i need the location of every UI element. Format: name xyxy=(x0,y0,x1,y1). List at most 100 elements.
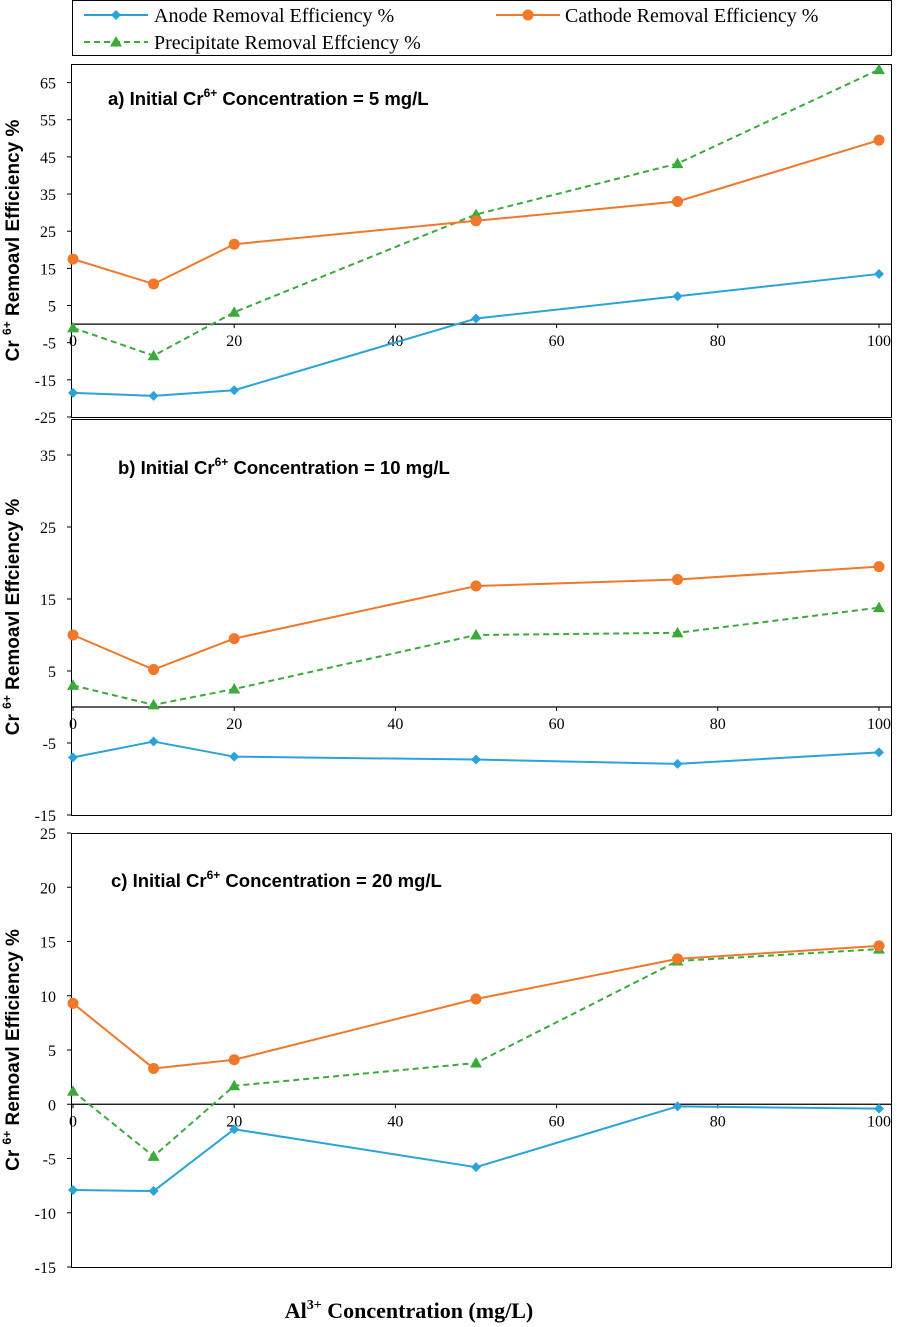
legend-entry-cathode: Cathode Removal Efficiency % xyxy=(496,5,818,27)
panel-frame xyxy=(71,419,892,816)
data-point-cathode xyxy=(67,997,79,1009)
x-axis-title-text: Al3+ Concentration (mg/L) xyxy=(285,1298,533,1323)
data-point-cathode xyxy=(470,215,482,227)
series-anode xyxy=(68,268,884,401)
legend-label-cathode: Cathode Removal Efficiency % xyxy=(565,5,818,27)
data-point-anode xyxy=(874,1103,884,1114)
x-tick-label: 20 xyxy=(226,1113,242,1130)
series-anode xyxy=(68,736,884,769)
legend: Anode Removal Efficiency % Cathode Remova… xyxy=(72,0,892,56)
data-point-cathode xyxy=(148,664,160,676)
y-tick-label: 45 xyxy=(40,150,56,167)
y-tick-label: 25 xyxy=(40,520,56,537)
y-tick-label: 5 xyxy=(48,1043,56,1060)
data-point-cathode xyxy=(873,134,885,146)
y-tick-label: -5 xyxy=(43,336,56,353)
series-line-anode xyxy=(72,272,880,397)
panel-title: c) Initial Cr6+ Concentration = 20 mg/L xyxy=(111,868,442,891)
series-precip xyxy=(67,943,885,1161)
legend-marker-precip xyxy=(110,36,122,47)
legend-marker-anode xyxy=(111,10,121,20)
x-tick-label: 80 xyxy=(710,333,726,350)
data-point-precip xyxy=(67,321,79,333)
data-point-cathode xyxy=(672,953,683,965)
data-point-cathode xyxy=(67,253,79,265)
x-tick-label: 60 xyxy=(549,716,565,733)
series-line-precip xyxy=(72,948,880,1158)
data-point-anode xyxy=(471,1162,481,1173)
y-tick-label: 15 xyxy=(40,592,56,609)
x-tick-label: 0 xyxy=(69,333,77,350)
data-point-anode xyxy=(229,751,240,762)
data-point-anode xyxy=(229,1124,240,1135)
data-point-cathode xyxy=(672,574,683,586)
data-point-cathode xyxy=(672,195,683,207)
panel-frame xyxy=(71,833,892,1268)
series-cathode xyxy=(67,134,885,290)
legend-label-anode: Anode Removal Efficiency % xyxy=(154,5,394,27)
data-point-anode xyxy=(148,1186,159,1197)
y-tick-label: 35 xyxy=(40,448,56,465)
panel-2: -15 -5 5 15 25 35 0 20 40 60 80 100 b) Initial Cr6+ … xyxy=(35,419,892,825)
x-tick-label: 40 xyxy=(387,716,403,733)
y-tick-label: -15 xyxy=(35,373,56,390)
data-point-precip xyxy=(67,679,79,690)
y-tick-label: 35 xyxy=(40,187,56,204)
y-tick-label: 25 xyxy=(40,826,56,843)
data-point-precip xyxy=(228,1079,241,1091)
series-cathode xyxy=(67,561,885,676)
data-point-precip xyxy=(228,306,241,317)
data-point-cathode xyxy=(228,633,240,645)
data-point-precip xyxy=(147,698,160,710)
data-point-cathode xyxy=(148,278,160,290)
y-axis-label-1: Cr 6+ Remoavl Efficiency % xyxy=(0,120,24,362)
series-line-cathode xyxy=(72,944,880,1070)
series-line-precip xyxy=(72,68,880,357)
x-tick-label: 60 xyxy=(549,333,565,350)
legend-entry-precip: Precipitate Removal Effciency % xyxy=(84,32,421,54)
data-point-precip xyxy=(147,349,160,361)
y-tick-label: 0 xyxy=(48,1097,56,1114)
panel-title: b) Initial Cr6+ Concentration = 10 mg/L xyxy=(118,455,450,478)
data-point-cathode xyxy=(470,580,482,592)
x-tick-label: 40 xyxy=(387,1113,403,1130)
series-precip xyxy=(67,601,885,710)
y-axis-labels: Cr 6+ Remoavl Efficiency % Cr 6+ Remoavl … xyxy=(0,120,24,1171)
data-point-cathode xyxy=(228,238,240,250)
data-point-precip xyxy=(671,626,684,638)
y-tick-label: 5 xyxy=(48,299,56,316)
data-point-anode xyxy=(672,291,683,302)
x-tick-label: 100 xyxy=(867,1113,891,1130)
y-tick-label: 55 xyxy=(40,113,56,130)
series-line-precip xyxy=(72,606,880,706)
x-tick-label: 80 xyxy=(710,1113,726,1130)
x-tick-label: 80 xyxy=(710,716,726,733)
y-tick-label: -15 xyxy=(35,808,56,825)
panel-title: a) Initial Cr6+ Concentration = 5 mg/L xyxy=(108,86,429,109)
data-point-anode xyxy=(672,758,683,769)
panel-3: -15 -10 -5 0 5 10 15 20 25 0 20 40 60 80 100 c) Initial… xyxy=(35,826,892,1277)
data-point-cathode xyxy=(228,1054,240,1066)
y-tick-label: -10 xyxy=(35,1206,56,1223)
y-axis-label-2: Cr 6+ Remoavl Effciency % xyxy=(0,499,24,736)
data-point-anode xyxy=(874,268,884,279)
y-tick-label: 5 xyxy=(48,664,56,681)
data-point-precip xyxy=(873,63,885,75)
data-point-anode xyxy=(471,754,481,765)
data-point-anode xyxy=(68,387,78,398)
data-point-anode xyxy=(471,313,481,324)
data-point-anode xyxy=(229,385,240,396)
legend-box xyxy=(72,0,892,56)
data-point-cathode xyxy=(148,1062,160,1074)
y-tick-label: -25 xyxy=(35,410,56,427)
data-point-cathode xyxy=(873,940,885,952)
data-point-precip xyxy=(147,1150,160,1161)
data-point-anode xyxy=(68,752,78,763)
series-anode xyxy=(68,1101,884,1197)
data-point-cathode xyxy=(873,561,885,573)
y-tick-label: 20 xyxy=(40,880,56,897)
data-point-anode xyxy=(672,1101,683,1112)
y-tick-label: 10 xyxy=(40,989,56,1006)
